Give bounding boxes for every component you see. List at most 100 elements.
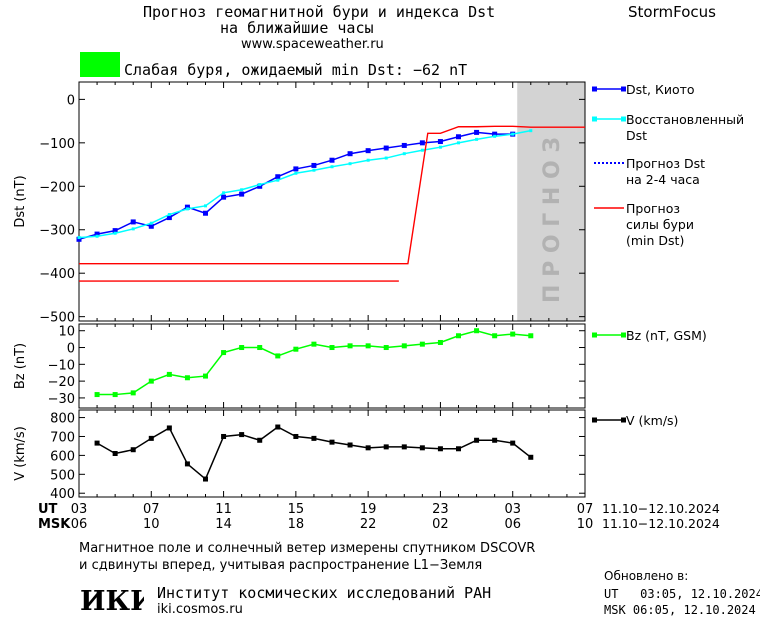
- data-point: [130, 219, 136, 225]
- data-point: [203, 476, 208, 482]
- data-point: [528, 333, 534, 339]
- storm-forecast-label: Слабая буря, ожидаемый min Dst: −62 nT: [124, 61, 468, 79]
- data-point: [529, 129, 533, 133]
- iki-logo-mark: ИКИ: [80, 586, 144, 614]
- data-point: [294, 171, 298, 175]
- data-point: [203, 373, 208, 379]
- data-point: [365, 445, 371, 451]
- data-point: [184, 375, 190, 381]
- series-line: [78, 131, 513, 241]
- data-point: [166, 371, 172, 377]
- data-point: [167, 213, 171, 217]
- data-point: [528, 454, 534, 460]
- data-point: [221, 433, 227, 439]
- data-point: [311, 162, 317, 168]
- data-point: [457, 141, 460, 145]
- data-point: [130, 447, 136, 453]
- data-point: [492, 437, 498, 443]
- data-point: [419, 140, 425, 146]
- data-point: [185, 207, 189, 211]
- data-point: [348, 162, 352, 166]
- series-line: [97, 329, 531, 396]
- legend-storm-forecast: силы бури: [626, 217, 694, 232]
- data-point: [493, 134, 497, 138]
- data-point: [204, 204, 207, 208]
- y-axis-label: Dst (nT): [13, 175, 28, 227]
- data-point: [148, 435, 154, 441]
- legend-restored-dst: Dst: [626, 128, 647, 143]
- ut-tick-label: 07: [577, 502, 594, 517]
- data-point: [330, 165, 334, 169]
- legend-marker: [621, 86, 626, 92]
- data-point: [366, 158, 370, 162]
- data-point: [258, 183, 262, 187]
- ut-tick-label: 03: [71, 502, 88, 517]
- measurement-note-line2: и сдвинуты вперед, учитывая распростране…: [79, 558, 483, 573]
- data-point: [437, 339, 443, 345]
- data-point: [384, 156, 388, 160]
- ut-tick-label: 23: [432, 502, 449, 517]
- institute-link[interactable]: iki.cosmos.ru: [157, 602, 243, 617]
- legend-marker: [592, 116, 597, 122]
- updated-msk: MSK 06:05, 12.10.2024: [604, 603, 756, 617]
- data-point: [329, 157, 335, 163]
- updated-label: Обновлено в:: [604, 569, 689, 583]
- legend-storm-forecast: (min Dst): [626, 233, 684, 248]
- data-point: [510, 331, 516, 337]
- y-tick-label: −300: [39, 224, 75, 239]
- ut-tick-label: 15: [288, 502, 305, 517]
- data-point: [492, 333, 498, 339]
- data-point: [275, 424, 281, 430]
- data-point: [203, 210, 208, 216]
- data-point: [276, 178, 280, 182]
- data-point: [130, 390, 136, 396]
- ut-tick-label: 11: [215, 502, 232, 517]
- panel-frame: [78, 81, 586, 322]
- data-point: [275, 174, 281, 180]
- data-point: [437, 139, 443, 145]
- data-point: [76, 236, 82, 242]
- legend-marker: [592, 332, 597, 338]
- msk-tick-label: 14: [215, 517, 232, 532]
- data-point: [239, 191, 245, 197]
- data-point: [148, 223, 154, 229]
- institute-name: Институт космических исследований РАН: [157, 584, 492, 602]
- data-point: [383, 444, 389, 450]
- msk-axis-label: MSK: [38, 517, 71, 532]
- data-point: [511, 132, 515, 136]
- site-link[interactable]: www.spaceweather.ru: [241, 37, 384, 52]
- data-point: [77, 236, 81, 240]
- iki-logo-text: ИКИ: [80, 586, 144, 614]
- data-point: [131, 227, 135, 231]
- y-tick-label: 400: [50, 487, 75, 502]
- data-point: [94, 231, 100, 237]
- msk-date-range: 11.10−12.10.2024: [602, 516, 720, 531]
- y-tick-label: −200: [39, 180, 75, 195]
- msk-tick-label: 22: [360, 517, 377, 532]
- y-axis-label: V (km/s): [13, 426, 28, 481]
- legend-bz: Bz (nT, GSM): [626, 328, 707, 343]
- msk-tick-label: 18: [288, 517, 305, 532]
- data-point: [112, 392, 118, 398]
- y-tick-label: −30: [48, 392, 75, 407]
- legend-marker: [621, 417, 626, 423]
- legend-marker: [592, 86, 597, 92]
- data-point: [438, 145, 442, 149]
- data-point: [184, 204, 190, 210]
- data-point: [383, 145, 389, 151]
- data-point: [257, 183, 263, 189]
- data-point: [239, 432, 245, 438]
- data-point: [257, 437, 263, 443]
- brand-label: StormFocus: [628, 3, 716, 21]
- data-point: [475, 137, 479, 141]
- data-point: [365, 343, 371, 349]
- ut-tick-label: 03: [504, 502, 521, 517]
- data-point: [94, 392, 100, 398]
- series-line: [78, 129, 531, 239]
- data-point: [112, 451, 118, 456]
- data-point: [184, 461, 190, 467]
- legend-dst-kyoto: Dst, Киото: [626, 82, 695, 97]
- data-point: [257, 345, 263, 351]
- data-point: [222, 191, 226, 195]
